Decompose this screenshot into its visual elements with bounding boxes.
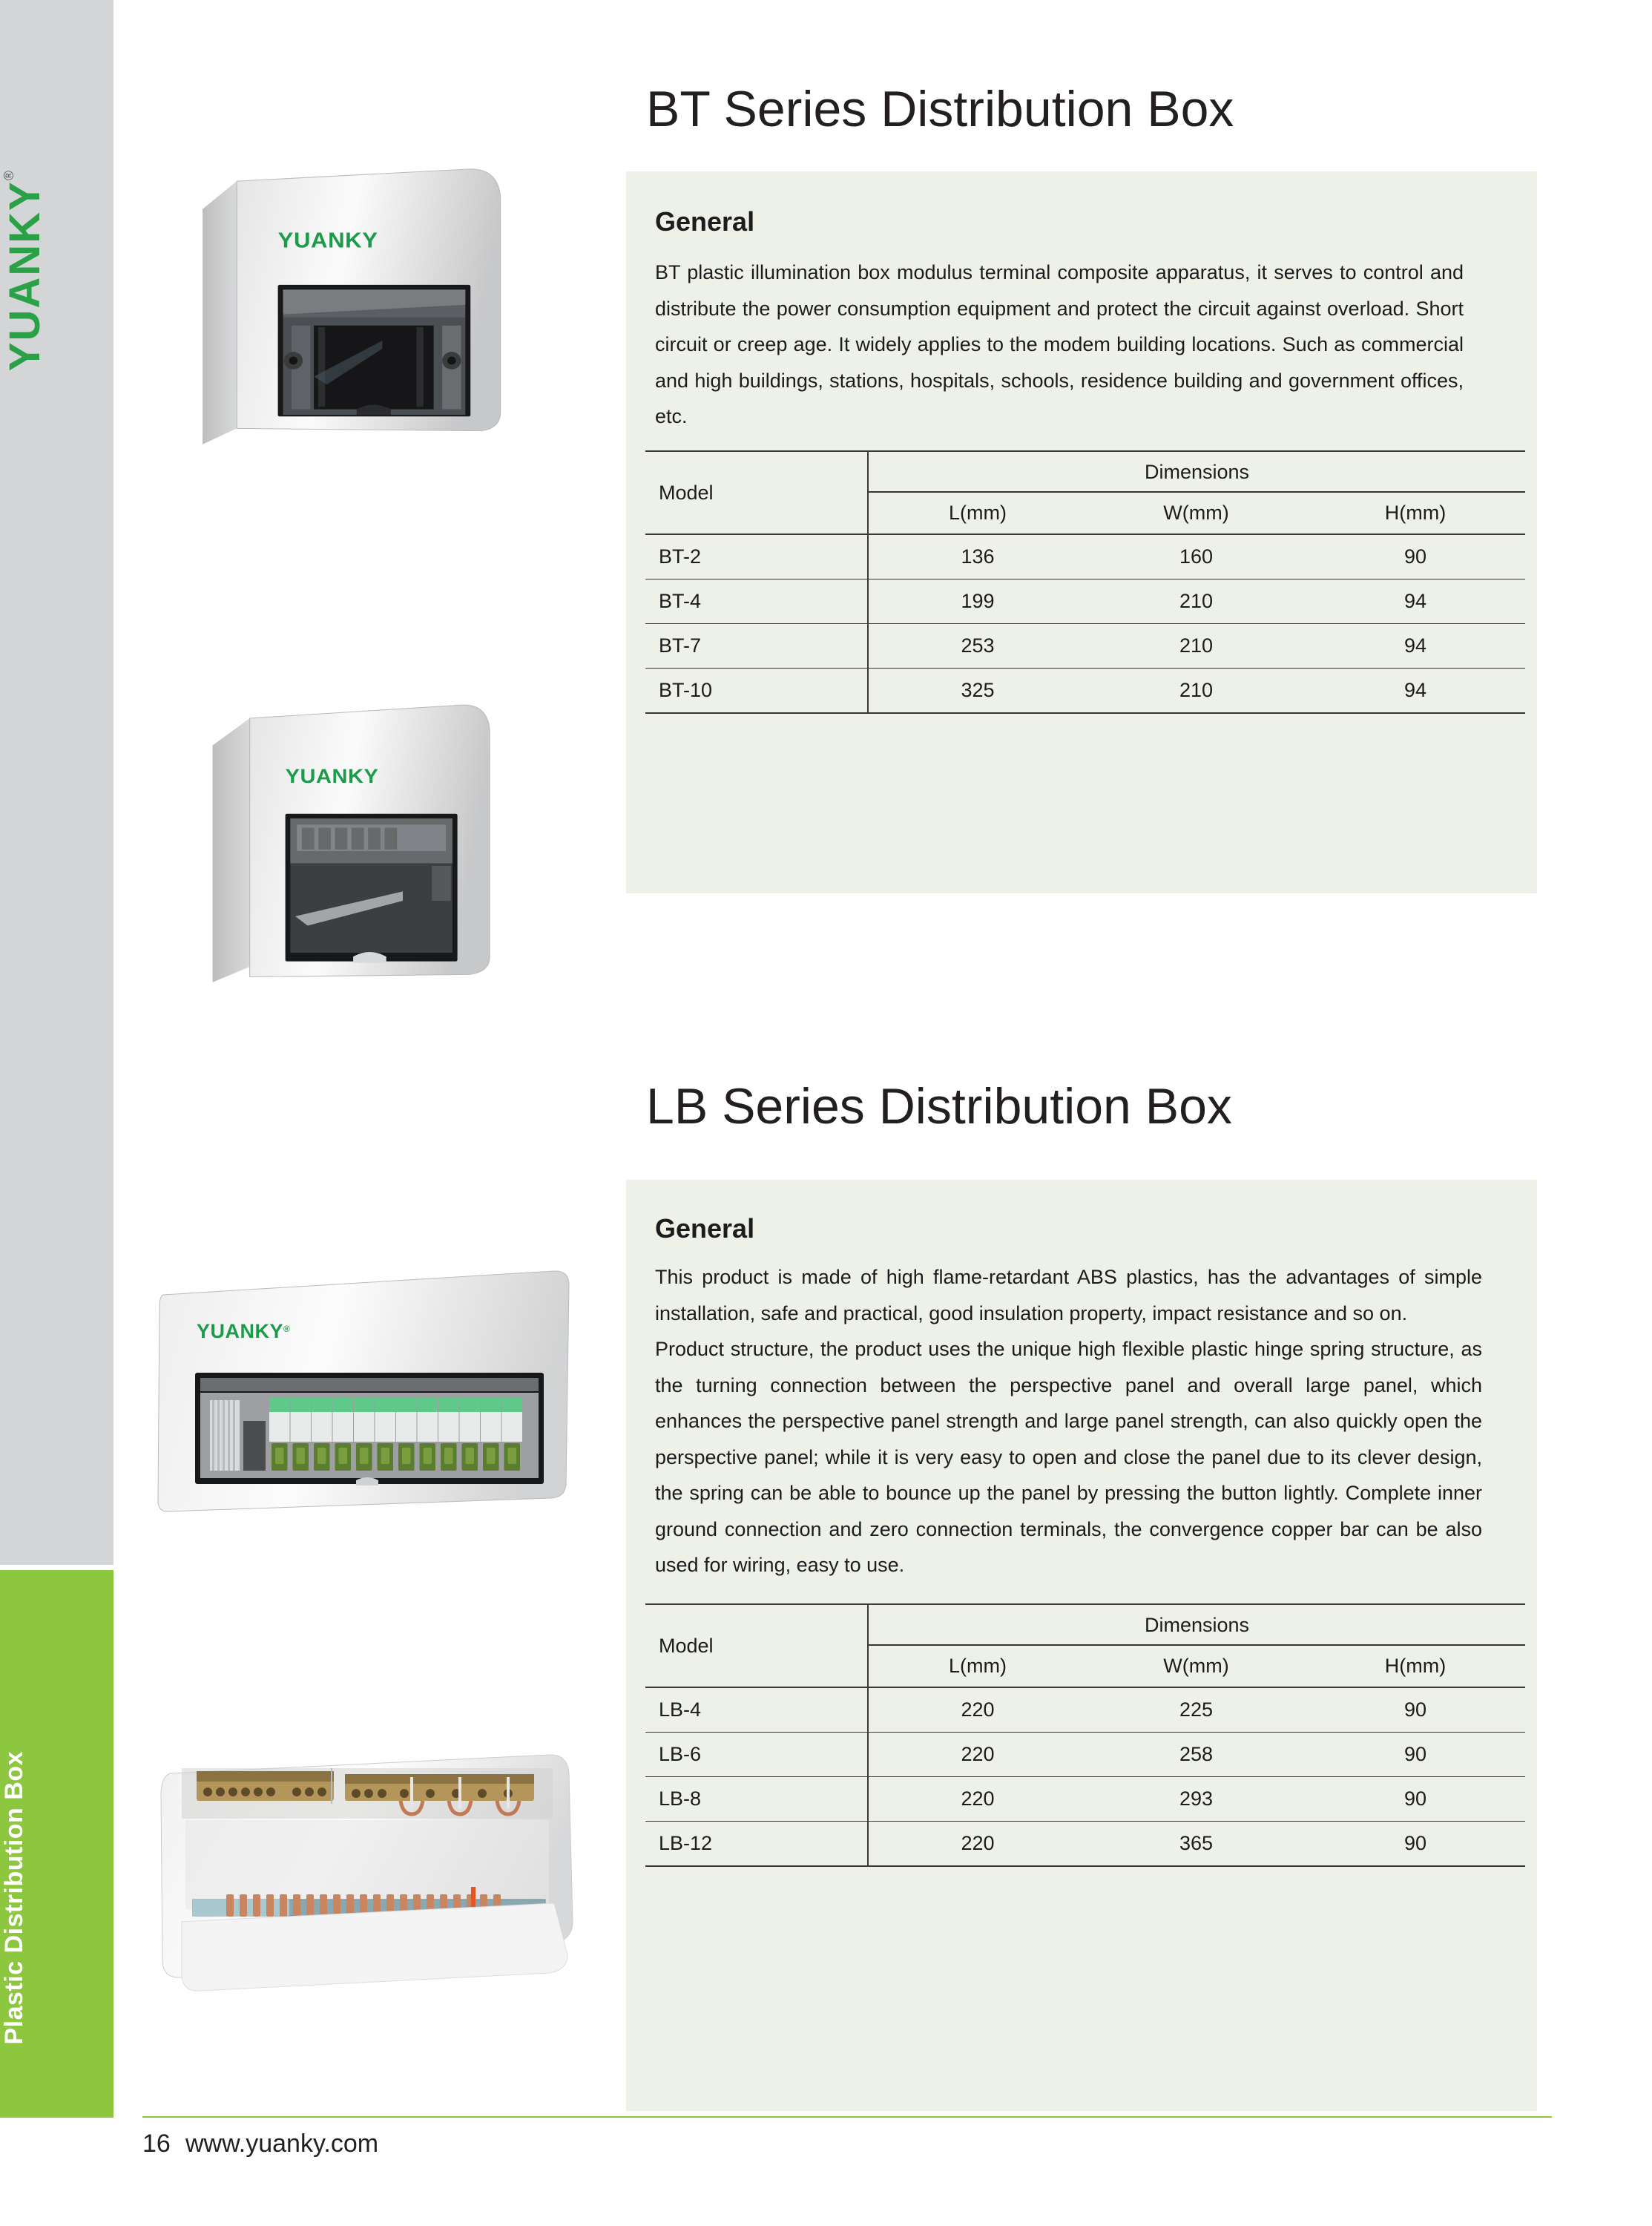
svg-text:YUANKY®: YUANKY® [197, 1320, 290, 1342]
svg-text:YUANKY: YUANKY [278, 229, 378, 252]
svg-text:YUANKY: YUANKY [286, 765, 379, 787]
